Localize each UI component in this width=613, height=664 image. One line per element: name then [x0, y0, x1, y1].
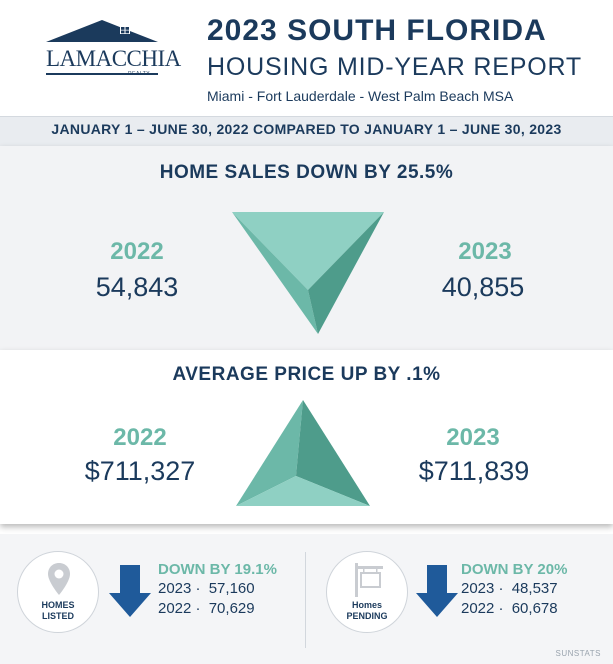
homes-pending-row-2023: 2023 · 48,537	[461, 580, 558, 597]
report-region: Miami - Fort Lauderdale - West Palm Beac…	[207, 88, 514, 104]
house-roof-icon	[46, 20, 158, 75]
stats-divider	[305, 552, 306, 648]
homes-listed-label: HOMES LISTED	[41, 600, 75, 621]
home-sales-value-left: 54,843	[95, 272, 179, 302]
homes-listed-badge: HOMES LISTED	[17, 551, 99, 633]
homes-listed-row-2022: 2022 · 70,629	[158, 600, 255, 617]
report-subtitle: HOUSING MID-YEAR REPORT	[207, 53, 582, 81]
average-price-headline: AVERAGE PRICE UP BY .1%	[172, 364, 441, 385]
home-sales-panel: HOME SALES DOWN BY 25.5% 2022 54,843 202…	[0, 146, 613, 350]
homes-listed-row-2023: 2023 · 57,160	[158, 580, 255, 597]
lamacchia-logo: LAMACCHIA REALTY	[42, 20, 181, 82]
home-sales-value-right: 40,855	[441, 272, 525, 302]
map-pin-icon	[48, 563, 70, 595]
home-sales-headline: HOME SALES DOWN BY 25.5%	[159, 162, 454, 183]
homes-pending-label: Homes PENDING	[346, 600, 388, 621]
average-price-value-right: $711,839	[418, 456, 530, 486]
logo-text: LAMACCHIA	[46, 46, 181, 71]
average-price-panel: AVERAGE PRICE UP BY .1% 2022 $711,327 20…	[0, 350, 613, 524]
date-range-text: JANUARY 1 – JUNE 30, 2022 COMPARED TO JA…	[51, 121, 562, 137]
homes-pending-row-2022: 2022 · 60,678	[461, 600, 558, 617]
homes-listed-change: DOWN BY 19.1%	[158, 561, 277, 578]
up-triangle-icon	[236, 400, 370, 506]
home-sales-year-right: 2023	[458, 238, 512, 265]
average-price-year-right: 2023	[446, 424, 500, 451]
average-price-year-left: 2022	[113, 424, 167, 451]
down-arrow-icon	[416, 565, 458, 617]
average-price-value-left: $711,327	[84, 456, 196, 486]
down-triangle-icon	[232, 212, 384, 334]
logo-subtext: REALTY	[128, 71, 151, 77]
homes-pending-change: DOWN BY 20%	[461, 561, 568, 578]
report-title: 2023 SOUTH FLORIDA	[207, 14, 547, 47]
date-banner	[0, 116, 613, 146]
down-arrow-icon	[109, 565, 151, 617]
home-sales-year-left: 2022	[110, 238, 164, 265]
homes-pending-badge: Homes PENDING	[326, 551, 408, 633]
bottom-stats	[0, 534, 613, 664]
source-credit: SUNSTATS	[555, 649, 601, 658]
report-header: LAMACCHIA REALTY 2023 SOUTH FLORIDA HOUS…	[0, 0, 613, 118]
real-estate-sign-icon	[355, 563, 383, 597]
